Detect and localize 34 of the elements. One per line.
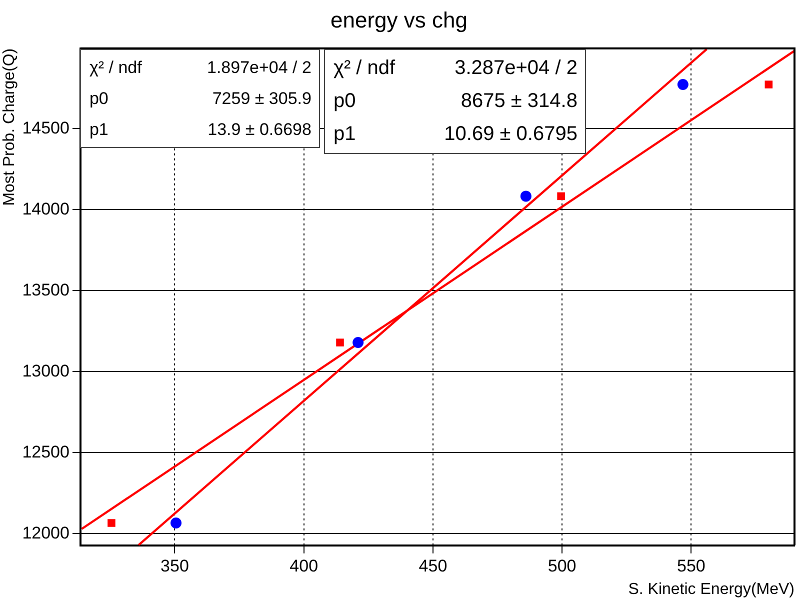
annotation: p1 xyxy=(89,119,108,142)
y-tick-label: 12000 xyxy=(22,523,70,542)
x-tick-label: 450 xyxy=(418,556,448,576)
annotation: χ² / ndf xyxy=(333,56,396,82)
y-axis-title: Most Prob. Charge(Q) xyxy=(1,48,18,206)
point xyxy=(336,338,344,346)
annotation: 13.9 ± 0.6698 xyxy=(208,119,312,142)
x-tick-label: 500 xyxy=(548,556,576,576)
annotation: p1 xyxy=(333,122,356,148)
annotation: 10.69 ± 0.6795 xyxy=(444,122,578,148)
annotation: χ² / ndf xyxy=(89,57,142,80)
annotation: 3.287e+04 / 2 xyxy=(454,56,578,82)
point xyxy=(764,80,773,88)
y-tick-label: 14500 xyxy=(22,118,70,138)
annotation: 7259 ± 305.9 xyxy=(212,88,312,110)
x-tick-label: 550 xyxy=(677,556,706,576)
annotation: 8675 ± 314.8 xyxy=(460,89,578,114)
x-tick-label: 350 xyxy=(160,556,189,576)
point xyxy=(170,518,182,529)
x-tick-label: 400 xyxy=(290,556,318,576)
point xyxy=(557,192,565,200)
x-axis-title: S. Kinetic Energy(MeV) xyxy=(628,580,794,598)
annotation: 1.897e+04 / 2 xyxy=(207,57,312,80)
point xyxy=(352,337,364,348)
point xyxy=(677,79,688,90)
y-tick-label: 13000 xyxy=(22,361,70,380)
annotation: p0 xyxy=(333,89,356,114)
chart-title: energy vs chg xyxy=(330,7,468,32)
point xyxy=(520,190,532,202)
y-tick-label: 13500 xyxy=(22,280,70,300)
annotation: p0 xyxy=(89,88,108,110)
y-tick-label: 14000 xyxy=(22,199,70,218)
point xyxy=(108,519,116,527)
y-tick-label: 12500 xyxy=(22,442,70,462)
